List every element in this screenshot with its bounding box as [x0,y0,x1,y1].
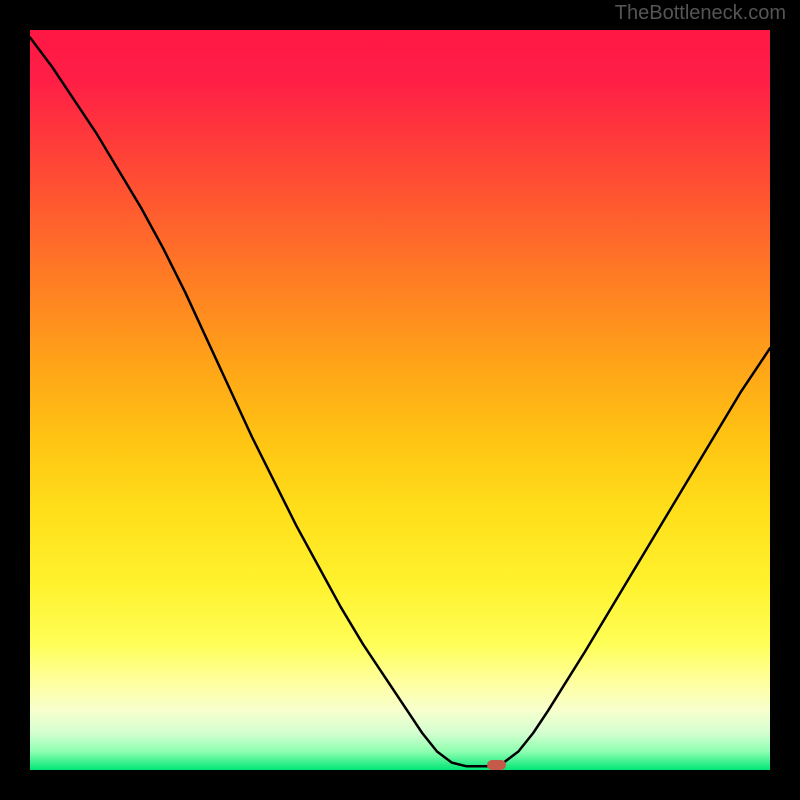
plot-area [30,30,770,770]
watermark-text: TheBottleneck.com [615,2,786,25]
optimal-point-marker [487,760,506,770]
bottleneck-curve [30,30,770,770]
